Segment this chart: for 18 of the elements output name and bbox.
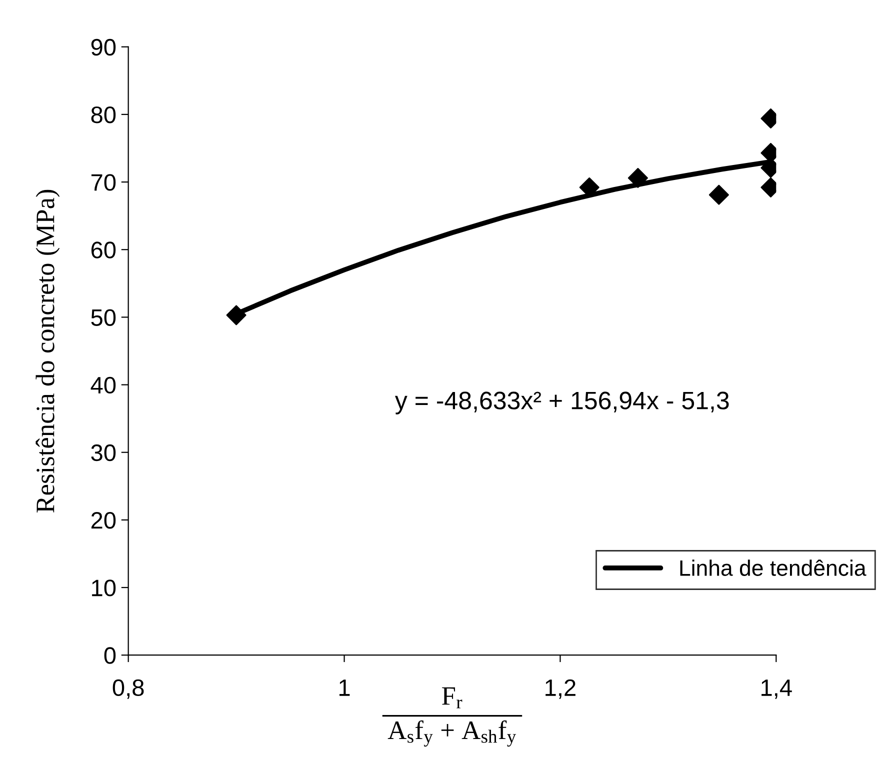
y-tick-label: 10 — [92, 580, 116, 596]
y-tick-label: 80 — [91, 106, 116, 124]
y-tick-label: 40 — [90, 376, 116, 394]
y-tick-label: 90 — [91, 38, 116, 56]
x-tick-label: 0,8 — [112, 679, 144, 699]
x-tick-label: 1 — [340, 680, 350, 696]
y-tick-label: 0 — [104, 647, 116, 664]
y-axis-title: Resistência do concreto (MPa) — [36, 190, 60, 513]
y-tick-label: 70 — [91, 174, 116, 191]
x-tick-label: 1,4 — [762, 680, 792, 699]
y-tick-label: 60 — [91, 242, 116, 258]
y-tick-label: 20 — [91, 512, 116, 529]
annotation: y = -48,633x² + 156,94x - 51,3 — [394, 392, 729, 414]
x-tick-label: 1,2 — [546, 679, 576, 699]
text: F$_{r}$ A$_{s}$f$_{y}$ + A$_{sh}$f$_{y}$ — [388, 687, 516, 747]
y-tick-label: 30 — [91, 444, 116, 462]
legend-label: Linha de tendência — [680, 560, 866, 576]
y-tick-label: 50 — [91, 309, 116, 326]
